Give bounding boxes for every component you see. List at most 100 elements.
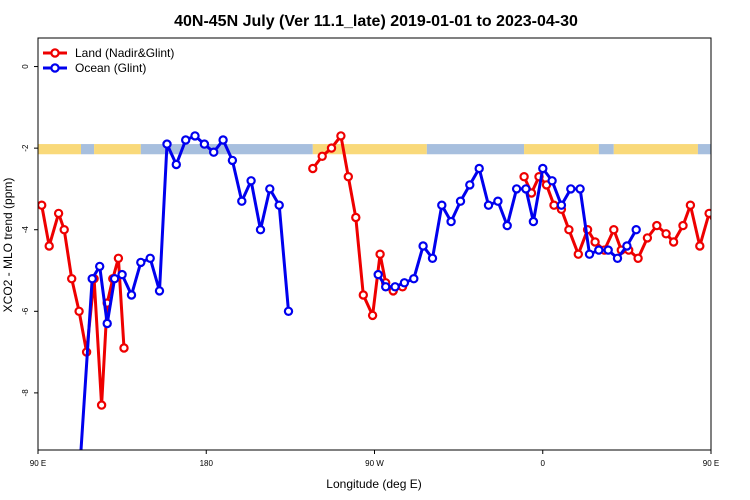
data-point xyxy=(44,241,54,251)
data-point xyxy=(713,226,720,233)
series-line xyxy=(79,134,290,450)
data-point xyxy=(685,200,696,210)
data-point xyxy=(237,196,247,206)
band-segment-land xyxy=(524,144,599,155)
data-point xyxy=(274,200,284,210)
plot-frame xyxy=(37,37,712,451)
data-point xyxy=(502,220,512,231)
data-point xyxy=(96,400,107,410)
data-point xyxy=(255,224,266,235)
data-point xyxy=(493,196,503,206)
y-axis-label: XCO2 - MLO trend (ppm) xyxy=(1,178,15,313)
band-segment-land xyxy=(94,144,141,155)
data-point xyxy=(308,163,318,174)
data-point xyxy=(590,237,600,247)
data-point xyxy=(199,139,210,149)
y-tick-label: -8 xyxy=(21,389,30,397)
data-point xyxy=(668,237,679,247)
data-point xyxy=(117,269,127,280)
data-point xyxy=(375,249,385,259)
data-point xyxy=(564,224,574,235)
data-point xyxy=(465,180,475,190)
data-point xyxy=(390,282,400,292)
data-point xyxy=(573,249,584,259)
data-point xyxy=(704,208,711,219)
x-axis-label: Longitude (deg E) xyxy=(326,477,421,491)
data-point xyxy=(556,200,567,210)
series-line xyxy=(733,144,750,450)
band-segment-ocean xyxy=(697,144,711,155)
band-segment-ocean xyxy=(426,144,525,155)
data-point xyxy=(399,278,410,288)
legend-label: Ocean (Glint) xyxy=(75,61,146,75)
band-segment-land xyxy=(312,144,427,155)
data-point xyxy=(455,196,466,206)
data-point xyxy=(521,184,531,194)
data-point xyxy=(367,310,378,321)
data-point xyxy=(538,163,548,174)
data-point xyxy=(547,176,557,186)
y-tick-label: -6 xyxy=(21,307,30,315)
y-tick-label: 0 xyxy=(21,64,30,69)
band-segment-ocean xyxy=(598,144,614,155)
data-point xyxy=(418,241,428,251)
data-point xyxy=(612,253,623,263)
data-point xyxy=(373,269,383,280)
x-tick-label: 0 xyxy=(541,459,546,468)
y-tick-label: -4 xyxy=(21,226,30,234)
data-point xyxy=(633,253,643,263)
data-point xyxy=(336,131,346,141)
legend: Land (Nadir&Glint)Ocean (Glint) xyxy=(43,46,174,75)
data-point xyxy=(218,135,228,145)
data-point xyxy=(119,343,129,353)
data-point xyxy=(511,184,522,194)
legend-marker xyxy=(50,48,60,58)
data-point xyxy=(343,171,353,182)
data-point xyxy=(180,135,191,145)
band-segment-land xyxy=(38,144,81,155)
data-point xyxy=(446,216,456,227)
data-point xyxy=(87,274,97,284)
data-point xyxy=(208,147,219,157)
data-point xyxy=(38,200,47,210)
data-point xyxy=(642,233,653,243)
data-point xyxy=(427,253,438,263)
data-point xyxy=(326,143,337,153)
legend-label: Land (Nadir&Glint) xyxy=(75,46,174,60)
x-tick-label: 90 E xyxy=(703,459,719,468)
data-point xyxy=(584,249,595,259)
data-point xyxy=(743,275,750,282)
data-point xyxy=(102,318,112,329)
data-point xyxy=(66,274,77,284)
data-point xyxy=(678,220,688,231)
chart-title: 40N-45N July (Ver 11.1_late) 2019-01-01 … xyxy=(174,13,578,30)
data-point xyxy=(74,306,84,316)
data-point xyxy=(190,131,200,141)
data-point xyxy=(246,176,256,186)
x-tick-label: 90 W xyxy=(365,459,384,468)
data-point xyxy=(227,155,238,166)
data-point xyxy=(609,224,619,235)
land-ocean-mask-band xyxy=(38,144,711,155)
data-point xyxy=(94,261,105,272)
data-point xyxy=(283,306,294,316)
series-land xyxy=(38,131,750,410)
data-point xyxy=(695,241,705,251)
data-point xyxy=(437,200,447,210)
data-point xyxy=(351,212,361,223)
data-point xyxy=(745,275,750,282)
band-segment-ocean xyxy=(80,144,95,155)
data-point xyxy=(136,257,146,268)
data-point xyxy=(483,200,494,210)
data-point xyxy=(409,274,419,284)
data-point xyxy=(603,245,613,255)
data-point xyxy=(59,224,69,235)
y-tick-label: -2 xyxy=(21,144,30,152)
x-tick-label: 90 E xyxy=(30,459,46,468)
legend-item-ocean: Ocean (Glint) xyxy=(43,61,146,75)
data-point xyxy=(594,245,604,255)
axis-layer: 90 E 180 90 W 0 90 E 0 -2 -4 -6 -8 xyxy=(21,64,719,468)
data-point xyxy=(53,208,64,219)
data-point xyxy=(109,274,120,284)
